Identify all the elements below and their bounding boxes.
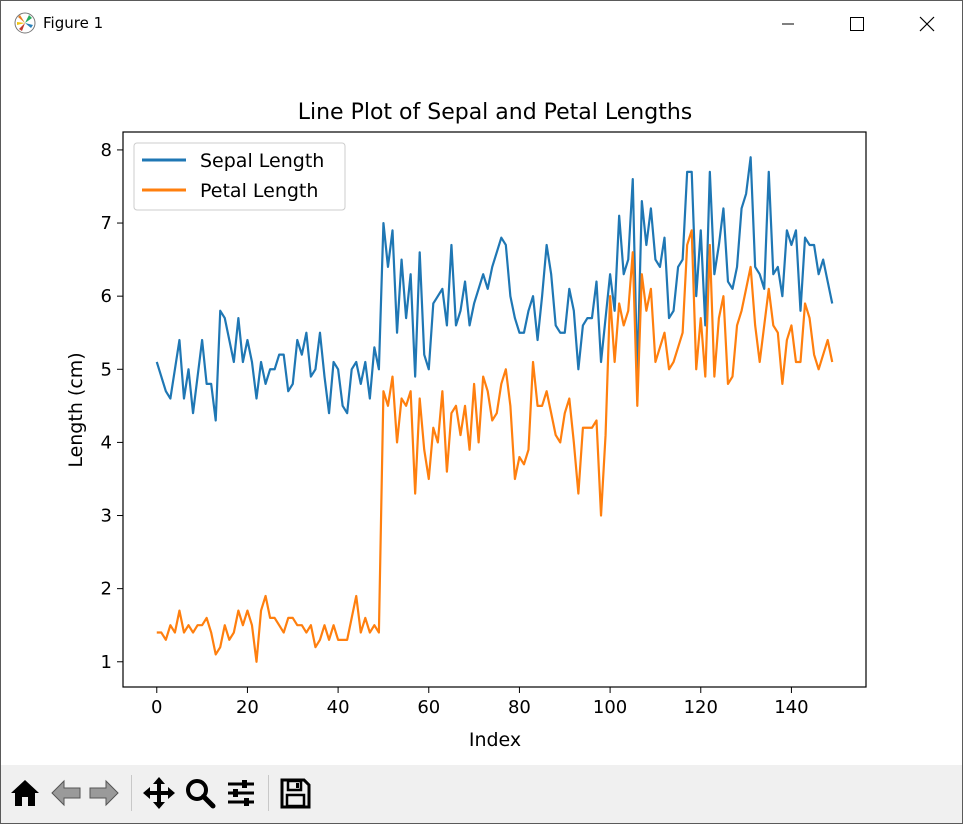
legend-box bbox=[133, 142, 346, 211]
matplotlib-icon bbox=[14, 12, 36, 34]
x-tick-label: 0 bbox=[151, 697, 162, 718]
x-axis-label: Index bbox=[469, 729, 521, 751]
y-tick-label: 6 bbox=[101, 286, 112, 307]
maximize-icon bbox=[850, 17, 864, 31]
x-tick-label: 40 bbox=[327, 697, 350, 718]
y-tick-label: 8 bbox=[101, 140, 112, 161]
x-tick-label: 140 bbox=[774, 697, 808, 718]
figure-canvas[interactable]: Line Plot of Sepal and Petal Lengths 0 20… bbox=[1, 47, 962, 765]
title-bar: Figure 1 bbox=[1, 1, 962, 47]
home-button[interactable] bbox=[7, 775, 43, 811]
y-tick-label: 4 bbox=[101, 432, 112, 453]
home-icon bbox=[11, 780, 39, 806]
move-icon bbox=[143, 777, 175, 809]
save-button[interactable] bbox=[277, 775, 313, 811]
legend: Sepal Length Petal Length bbox=[133, 142, 346, 211]
arrow-right-icon bbox=[89, 779, 119, 807]
sliders-icon bbox=[228, 780, 254, 806]
arrow-left-icon bbox=[51, 779, 81, 807]
x-tick-label: 120 bbox=[684, 697, 718, 718]
x-tick-label: 20 bbox=[236, 697, 259, 718]
y-tick-label: 3 bbox=[101, 506, 112, 527]
pan-button[interactable] bbox=[141, 775, 177, 811]
toolbar-separator bbox=[131, 775, 132, 811]
axes-frame bbox=[122, 131, 867, 688]
y-tick-label: 2 bbox=[101, 579, 112, 600]
save-icon bbox=[280, 778, 311, 809]
back-button[interactable] bbox=[48, 775, 84, 811]
y-tick-label: 7 bbox=[101, 213, 112, 234]
x-tick-label: 80 bbox=[508, 697, 531, 718]
chart-title: Line Plot of Sepal and Petal Lengths bbox=[298, 100, 693, 125]
configure-button[interactable] bbox=[223, 775, 259, 811]
y-tick-label: 5 bbox=[101, 359, 112, 380]
y-tick-label: 1 bbox=[101, 652, 112, 673]
forward-button[interactable] bbox=[86, 775, 122, 811]
zoom-button[interactable] bbox=[182, 775, 218, 811]
legend-label-sepal: Sepal Length bbox=[200, 150, 324, 172]
x-tick-label: 60 bbox=[417, 697, 440, 718]
close-icon bbox=[919, 16, 935, 32]
magnifier-icon bbox=[186, 779, 216, 809]
navigation-toolbar bbox=[1, 765, 962, 823]
minimize-button[interactable] bbox=[753, 1, 823, 47]
maximize-button[interactable] bbox=[822, 1, 892, 47]
series-line-petal-length bbox=[156, 229, 834, 663]
legend-label-petal: Petal Length bbox=[200, 180, 318, 202]
y-axis-label: Length (cm) bbox=[65, 352, 87, 467]
toolbar-separator bbox=[268, 775, 269, 811]
x-tick-label: 100 bbox=[593, 697, 627, 718]
line-chart: Line Plot of Sepal and Petal Lengths 0 20… bbox=[65, 100, 867, 751]
close-button[interactable] bbox=[892, 1, 962, 47]
window-title: Figure 1 bbox=[43, 14, 104, 32]
series-line-sepal-length bbox=[155, 156, 834, 422]
minimize-icon bbox=[782, 23, 794, 25]
